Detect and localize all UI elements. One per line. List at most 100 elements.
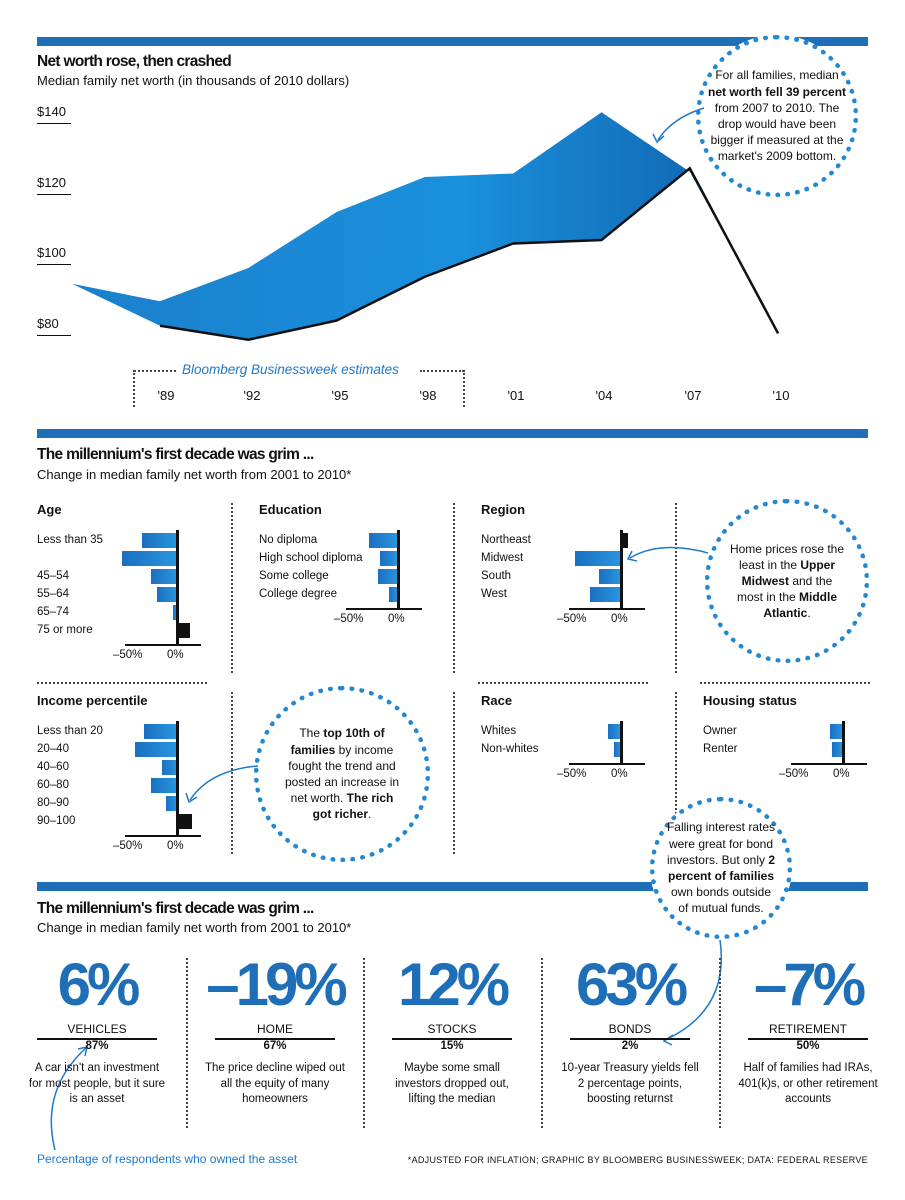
section1-title: Net worth rose, then crashed xyxy=(37,53,232,70)
asset-note: Half of families had IRAs, 401(k)s, or o… xyxy=(738,1062,878,1106)
asset-name: RETIREMENT xyxy=(769,1022,847,1036)
baseline xyxy=(569,763,645,765)
panel-title: Income percentile xyxy=(37,693,148,708)
panel-title: Region xyxy=(481,502,526,517)
column-divider xyxy=(186,958,188,1128)
asset-change-value: –7% xyxy=(753,951,866,1018)
bonds-callout: Falling interest rates were great for bo… xyxy=(650,797,792,939)
zero-line xyxy=(620,530,623,608)
column-divider xyxy=(541,958,543,1128)
bar xyxy=(177,623,191,638)
row-label: 55–64 xyxy=(37,588,69,600)
zero-line xyxy=(397,530,400,608)
net-worth-area xyxy=(72,112,779,340)
bar xyxy=(832,742,843,757)
bar xyxy=(607,724,621,739)
asset-owned-pct: 15% xyxy=(440,1040,464,1052)
axis-label: 0% xyxy=(611,613,628,625)
row-label: High school diploma xyxy=(259,552,363,564)
bar xyxy=(389,587,398,602)
row-label: 40–60 xyxy=(37,761,69,773)
axis-label: –50% xyxy=(113,649,143,661)
column-divider xyxy=(453,503,455,673)
section2-title: The millennium's first decade was grim .… xyxy=(37,446,314,463)
bar xyxy=(829,724,843,739)
bar xyxy=(614,742,621,757)
y-tick-label: $80 xyxy=(37,316,71,336)
asset-name: STOCKS xyxy=(427,1022,477,1036)
asset-name: HOME xyxy=(257,1022,293,1036)
bar xyxy=(161,760,177,775)
owned-note: Percentage of respondents who owned the … xyxy=(37,1152,298,1166)
bar xyxy=(172,605,177,620)
bar xyxy=(144,724,177,739)
section3-rule xyxy=(37,882,868,891)
bar xyxy=(150,778,177,793)
x-tick-label: '10 xyxy=(772,388,790,403)
bar xyxy=(141,533,177,548)
region-callout: Home prices rose the least in the Upper … xyxy=(705,499,869,663)
arrow-region-head xyxy=(626,550,638,562)
row-divider xyxy=(478,682,648,684)
bar xyxy=(574,551,621,566)
income-callout: The top 10th of families by income fough… xyxy=(254,686,430,862)
section1-subtitle: Median family net worth (in thousands of… xyxy=(37,73,350,88)
bar xyxy=(590,587,621,602)
arrow-income-head xyxy=(185,792,198,804)
axis-label: –50% xyxy=(334,613,364,625)
y-tick-label: $100 xyxy=(37,245,71,265)
asset-change-value: 12% xyxy=(397,951,510,1018)
y-tick-label: $120 xyxy=(37,175,71,195)
section2-rule xyxy=(37,429,868,438)
asset-name: VEHICLES xyxy=(67,1022,127,1036)
column-divider xyxy=(231,503,233,673)
row-label: West xyxy=(481,588,507,600)
bar xyxy=(122,551,177,566)
row-label: Some college xyxy=(259,570,329,582)
row-label: Less than 20 xyxy=(37,725,103,737)
baseline xyxy=(791,763,867,765)
footnote: *ADJUSTED FOR INFLATION; GRAPHIC BY BLOO… xyxy=(407,1155,868,1165)
bar xyxy=(135,742,177,757)
row-label: 80–90 xyxy=(37,797,69,809)
asset-divider xyxy=(392,1038,512,1040)
asset-owned-pct: 87% xyxy=(85,1040,109,1052)
column-divider xyxy=(363,958,365,1128)
axis-label: 0% xyxy=(388,613,405,625)
bar xyxy=(157,587,177,602)
bar xyxy=(378,569,398,584)
x-tick-label: '98 xyxy=(419,388,437,403)
column-divider xyxy=(675,692,677,854)
row-label: Midwest xyxy=(481,552,524,564)
x-tick-label: '01 xyxy=(507,388,525,403)
panel-title: Age xyxy=(37,502,62,517)
row-label: Northeast xyxy=(481,534,531,546)
panel-title: Housing status xyxy=(703,693,797,708)
zero-line xyxy=(176,721,179,835)
row-label: 60–80 xyxy=(37,779,69,791)
row-label: Non-whites xyxy=(481,743,539,755)
axis-label: –50% xyxy=(779,768,809,780)
row-label: College degree xyxy=(259,588,338,600)
section2-subtitle: Change in median family net worth from 2… xyxy=(37,467,352,482)
asset-note: A car isn't an investment for most peopl… xyxy=(28,1062,166,1106)
row-label: South xyxy=(481,570,512,582)
asset-change-value: –19% xyxy=(206,951,347,1018)
row-label: 90–100 xyxy=(37,815,76,827)
panel-title: Race xyxy=(481,693,513,708)
zero-line xyxy=(620,721,623,763)
axis-label: –50% xyxy=(113,840,143,852)
asset-divider xyxy=(570,1038,690,1040)
row-divider xyxy=(700,682,870,684)
asset-note: 10-year Treasury yields fell 2 percentag… xyxy=(561,1062,699,1106)
bar xyxy=(369,533,398,548)
arrow-income xyxy=(189,765,259,801)
estimates-bracket-right xyxy=(420,370,464,372)
estimates-bracket-left xyxy=(134,370,176,372)
asset-owned-pct: 67% xyxy=(263,1040,287,1052)
section3-subtitle: Change in median family net worth from 2… xyxy=(37,920,352,935)
row-label: Whites xyxy=(481,725,517,737)
arrow-region xyxy=(629,546,709,559)
x-tick-label: '89 xyxy=(157,388,175,403)
row-label: 75 or more xyxy=(37,624,93,636)
